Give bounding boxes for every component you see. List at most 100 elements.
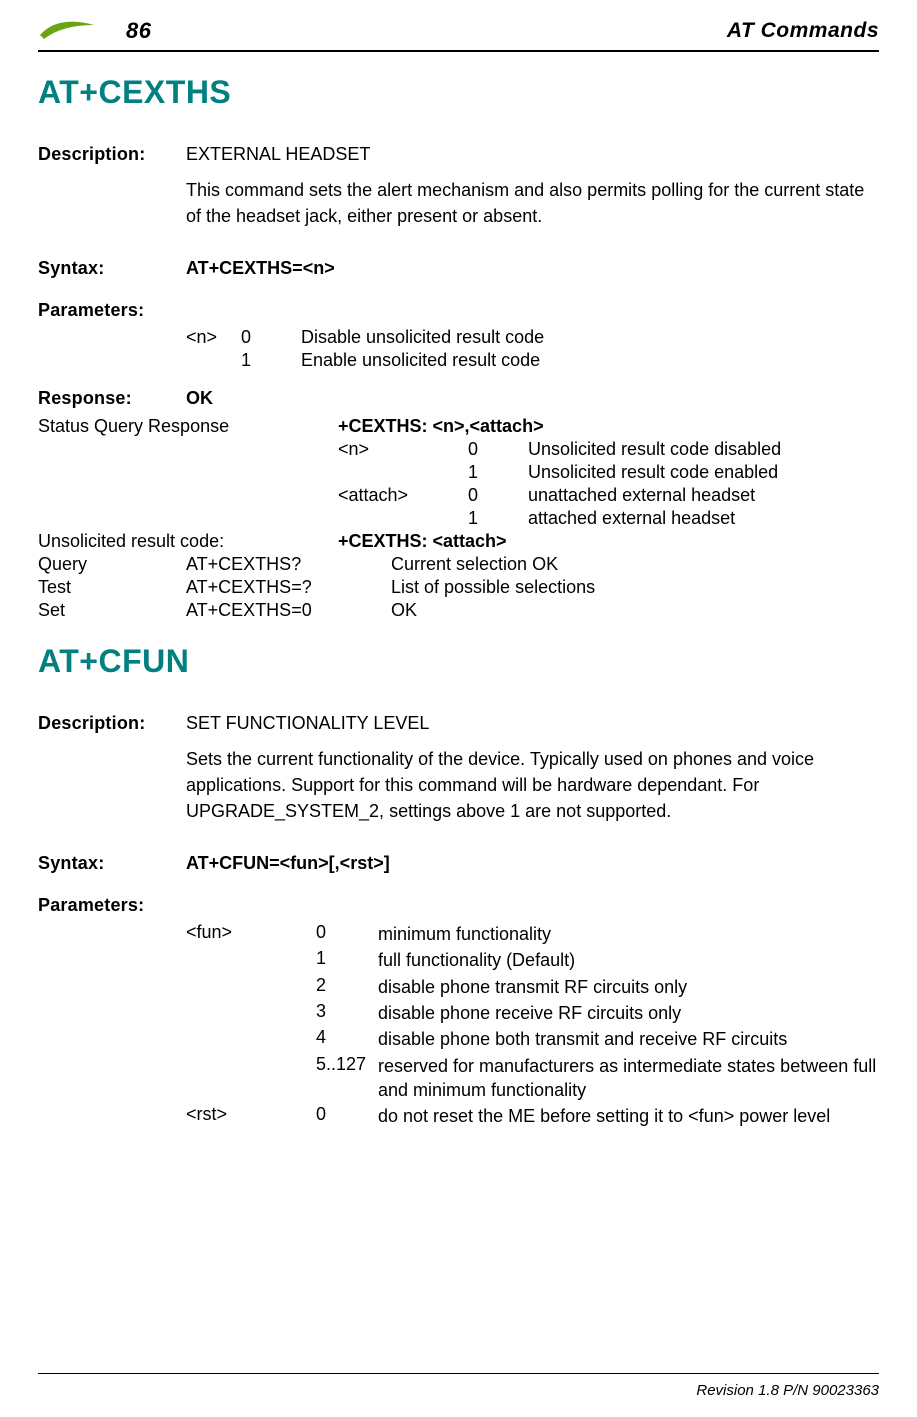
cfun-param-name [186, 948, 316, 972]
cfun-param-name [186, 1001, 316, 1025]
cfun-param-row-4: 4 disable phone both transmit and receiv… [38, 1027, 879, 1051]
cexths-param-row-1: 1 Enable unsolicited result code [38, 350, 879, 371]
logo-swoosh-icon [38, 19, 98, 43]
param-val: 0 [241, 327, 301, 348]
cfun-param-name [186, 1027, 316, 1051]
status-query-label: Status Query Response [38, 416, 338, 437]
label-syntax: Syntax: [38, 255, 186, 281]
unsolicited-label: Unsolicited result code: [38, 531, 338, 552]
qt-cmd: AT+CEXTHS=? [186, 577, 391, 598]
status-param [338, 462, 468, 483]
cfun-param-name: <fun> [186, 922, 316, 946]
status-val: 0 [468, 439, 528, 460]
cexths-parameters-empty [186, 297, 879, 323]
cfun-param-row-1: 1 full functionality (Default) [38, 948, 879, 972]
cfun-param-name [186, 975, 316, 999]
cfun-param-row-3: 3 disable phone receive RF circuits only [38, 1001, 879, 1025]
qt-cmd: AT+CEXTHS? [186, 554, 391, 575]
cfun-description-body: SET FUNCTIONALITY LEVEL Sets the current… [186, 710, 879, 834]
cfun-param-desc: disable phone receive RF circuits only [378, 1001, 879, 1025]
label-description: Description: [38, 710, 186, 834]
qt-res: List of possible selections [391, 577, 879, 598]
cfun-param-val: 2 [316, 975, 378, 999]
cfun-param-val: 4 [316, 1027, 378, 1051]
status-row-3: 1 attached external headset [38, 508, 879, 529]
cfun-parameters-empty [186, 892, 879, 918]
cfun-param-name: <rst> [186, 1104, 316, 1128]
status-val: 1 [468, 462, 528, 483]
set-row: Set AT+CEXTHS=0 OK [38, 600, 879, 621]
status-val: 1 [468, 508, 528, 529]
cfun-param-row-6: <rst> 0 do not reset the ME before setti… [38, 1104, 879, 1128]
qt-res: OK [391, 600, 879, 621]
unsolicited-value: +CEXTHS: <attach> [338, 531, 879, 552]
status-desc: Unsolicited result code enabled [528, 462, 879, 483]
param-desc: Disable unsolicited result code [301, 327, 879, 348]
cfun-syntax-value: AT+CFUN=<fun>[,<rst>] [186, 850, 879, 876]
status-param: <n> [338, 439, 468, 460]
qt-res: Current selection OK [391, 554, 879, 575]
cfun-parameters-label-row: Parameters: [38, 892, 879, 918]
label-response: Response: [38, 385, 186, 411]
test-row: Test AT+CEXTHS=? List of possible select… [38, 577, 879, 598]
query-row: Query AT+CEXTHS? Current selection OK [38, 554, 879, 575]
cexths-syntax-row: Syntax: AT+CEXTHS=<n> [38, 255, 879, 281]
cexths-description-row: Description: EXTERNAL HEADSET This comma… [38, 141, 879, 239]
qt-kind: Query [38, 554, 186, 575]
cexths-description-text: This command sets the alert mechanism an… [186, 177, 879, 229]
param-name: <n> [186, 327, 241, 348]
status-desc: attached external headset [528, 508, 879, 529]
label-syntax: Syntax: [38, 850, 186, 876]
status-row-1: 1 Unsolicited result code enabled [38, 462, 879, 483]
param-val: 1 [241, 350, 301, 371]
cexths-response-row: Response: OK [38, 385, 879, 411]
status-query-header-row: Status Query Response +CEXTHS: <n>,<atta… [38, 416, 879, 437]
cfun-param-val: 0 [316, 922, 378, 946]
cexths-description-title: EXTERNAL HEADSET [186, 141, 879, 167]
label-parameters: Parameters: [38, 892, 186, 918]
cfun-param-row-2: 2 disable phone transmit RF circuits onl… [38, 975, 879, 999]
cfun-syntax-row: Syntax: AT+CFUN=<fun>[,<rst>] [38, 850, 879, 876]
qt-kind: Test [38, 577, 186, 598]
cexths-description-body: EXTERNAL HEADSET This command sets the a… [186, 141, 879, 239]
heading-cfun: AT+CFUN [38, 643, 879, 680]
cfun-description-row: Description: SET FUNCTIONALITY LEVEL Set… [38, 710, 879, 834]
cfun-param-desc: disable phone transmit RF circuits only [378, 975, 879, 999]
unsolicited-row: Unsolicited result code: +CEXTHS: <attac… [38, 531, 879, 552]
qt-kind: Set [38, 600, 186, 621]
label-parameters: Parameters: [38, 297, 186, 323]
cfun-param-val: 3 [316, 1001, 378, 1025]
cexths-param-row-0: <n> 0 Disable unsolicited result code [38, 327, 879, 348]
status-desc: Unsolicited result code disabled [528, 439, 879, 460]
cfun-param-desc: reserved for manufacturers as intermedia… [378, 1054, 879, 1103]
header-left: 86 [38, 18, 151, 44]
status-param [338, 508, 468, 529]
cfun-param-val: 5..127 [316, 1054, 378, 1103]
status-val: 0 [468, 485, 528, 506]
footer-text: Revision 1.8 P/N 90023363 [696, 1382, 879, 1399]
status-param: <attach> [338, 485, 468, 506]
status-row-0: <n> 0 Unsolicited result code disabled [38, 439, 879, 460]
param-desc: Enable unsolicited result code [301, 350, 879, 371]
qt-cmd: AT+CEXTHS=0 [186, 600, 391, 621]
status-query-value: +CEXTHS: <n>,<attach> [338, 416, 879, 437]
status-desc: unattached external headset [528, 485, 879, 506]
cfun-description-title: SET FUNCTIONALITY LEVEL [186, 710, 879, 736]
cfun-param-row-0: <fun> 0 minimum functionality [38, 922, 879, 946]
chapter-title: AT Commands [727, 19, 879, 43]
cfun-param-desc: minimum functionality [378, 922, 879, 946]
cfun-description-text: Sets the current functionality of the de… [186, 746, 879, 824]
status-row-2: <attach> 0 unattached external headset [38, 485, 879, 506]
footer: Revision 1.8 P/N 90023363 [38, 1373, 879, 1399]
label-description: Description: [38, 141, 186, 239]
cexths-syntax-value: AT+CEXTHS=<n> [186, 255, 879, 281]
cfun-param-val: 1 [316, 948, 378, 972]
cfun-param-desc: full functionality (Default) [378, 948, 879, 972]
heading-cexths: AT+CEXTHS [38, 74, 879, 111]
cexths-parameters-label-row: Parameters: [38, 297, 879, 323]
page-number: 86 [126, 18, 151, 44]
header-bar: 86 AT Commands [38, 0, 879, 52]
page: 86 AT Commands AT+CEXTHS Description: EX… [0, 0, 917, 1417]
cfun-param-desc: disable phone both transmit and receive … [378, 1027, 879, 1051]
cexths-response-ok: OK [186, 385, 879, 411]
